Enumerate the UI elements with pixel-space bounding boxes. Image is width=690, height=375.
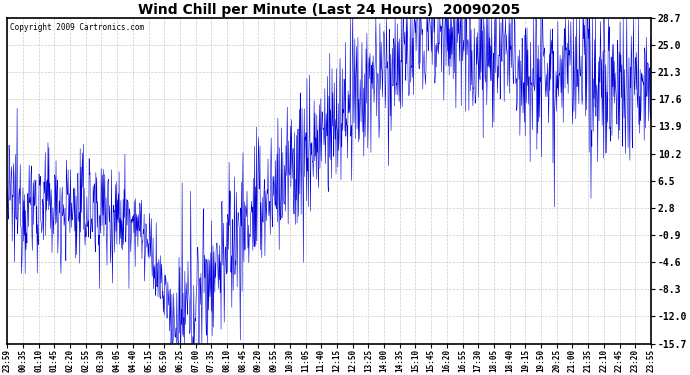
Text: Copyright 2009 Cartronics.com: Copyright 2009 Cartronics.com [10,23,145,32]
Title: Wind Chill per Minute (Last 24 Hours)  20090205: Wind Chill per Minute (Last 24 Hours) 20… [138,3,520,17]
